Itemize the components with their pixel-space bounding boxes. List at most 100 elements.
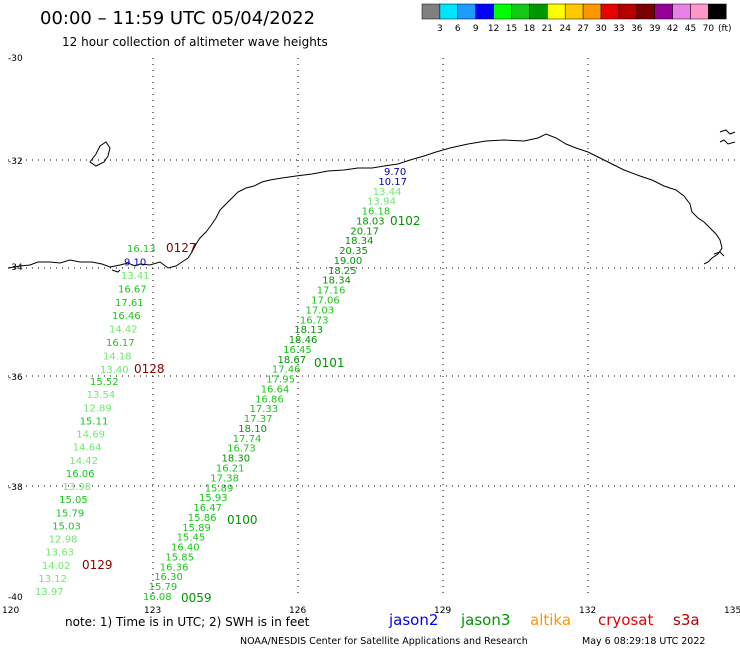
colorbar-tick-label: 42 — [667, 24, 678, 34]
lat-label: -36 — [8, 373, 23, 383]
lon-label: 132 — [579, 606, 596, 616]
map-title: 00:00 – 11:59 UTC 05/04/2022 — [40, 8, 315, 29]
wave-height-value: 15.11 — [80, 416, 109, 427]
colorbar-tick-label: 15 — [506, 24, 517, 34]
island-shape — [89, 141, 111, 167]
wave-height-value: 15.79 — [149, 582, 178, 593]
pass-label: 0128 — [134, 362, 165, 376]
wave-height-value: 16.36 — [160, 562, 189, 573]
lat-label: -32 — [8, 157, 23, 167]
wave-height-value: 19.00 — [334, 256, 363, 267]
wave-height-value: 16.17 — [106, 338, 135, 349]
altimeter-tracks: 16.13 9.10 13.41 16.67 17.61 16.46 14.42 16.17 1… — [35, 167, 407, 603]
wave-height-value: 18.10 — [238, 424, 267, 435]
mission-legend: jason2 jason3 altika cryosat s3a — [388, 611, 700, 629]
wave-height-value: 17.61 — [115, 298, 144, 309]
colorbar-tick-label: 9 — [473, 24, 479, 34]
lat-label: -40 — [8, 593, 23, 603]
lat-label: -30 — [8, 54, 23, 64]
colorbar-swatch — [511, 3, 530, 20]
wave-height-value: 16.64 — [261, 384, 290, 395]
timestamp: May 6 08:29:18 UTC 2022 — [582, 636, 705, 647]
colorbar-tick-label: 6 — [455, 24, 461, 34]
wave-height-value: 17.46 — [272, 365, 301, 376]
mission-name: jason2 — [388, 611, 438, 629]
colorbar-swatch — [672, 3, 691, 20]
map-subtitle: 12 hour collection of altimeter wave hei… — [62, 35, 328, 49]
wave-height-value: 16.73 — [227, 444, 256, 455]
lon-label: 123 — [144, 606, 161, 616]
pass-label: 0101 — [314, 356, 345, 370]
wave-height-value: 13.97 — [35, 587, 64, 598]
wave-height-value: 15.03 — [52, 521, 81, 532]
wave-height-value: 16.67 — [118, 284, 147, 295]
wave-height-value: 16.21 — [216, 464, 245, 475]
wave-height-value: 15.45 — [177, 533, 206, 544]
wave-height-value: 14.42 — [109, 325, 138, 336]
wave-height-value: 14.02 — [42, 561, 71, 572]
lon-label: 120 — [2, 606, 19, 616]
wave-height-value: 17.03 — [306, 305, 335, 316]
colorbar-swatch — [708, 3, 727, 20]
wave-height-value: 14.18 — [103, 352, 132, 363]
wave-height-value: 18.13 — [294, 325, 323, 336]
wave-height-value: 16.06 — [66, 469, 95, 480]
lon-label: 135 — [724, 606, 740, 616]
wave-height-value: 12.98 — [49, 535, 78, 546]
wave-height-value: 15.86 — [188, 513, 217, 524]
pass-label: 0127 — [166, 241, 197, 255]
wave-height-value: 20.17 — [350, 226, 379, 237]
wave-height-value: 18.46 — [289, 335, 318, 346]
wave-height-value: 14.69 — [76, 430, 105, 441]
wave-height-value: 17.33 — [250, 404, 279, 415]
wave-height-value: 15.93 — [199, 493, 228, 504]
wave-height-value: 15.05 — [59, 495, 88, 506]
colorbar-swatch — [457, 3, 476, 20]
wave-height-value: 18.25 — [328, 266, 357, 277]
mission-name: cryosat — [598, 611, 653, 629]
wave-height-value: 16.47 — [193, 503, 222, 514]
colorbar-tick-label: 39 — [649, 24, 661, 34]
colorbar-swatch — [636, 3, 655, 20]
mission-name: jason3 — [460, 611, 510, 629]
wave-height-value: 18.30 — [222, 454, 251, 465]
colorbar-swatch — [475, 3, 494, 20]
wave-height-value: 13.94 — [367, 197, 396, 208]
wave-height-value: 13.63 — [45, 548, 74, 559]
colorbar-tick-label: 33 — [613, 24, 624, 34]
colorbar-swatch — [582, 3, 602, 20]
wave-height-value: 18.67 — [278, 355, 307, 366]
wave-height-value: 17.74 — [233, 434, 262, 445]
colorbar-tick-label: 36 — [631, 24, 643, 34]
wave-height-value: 18.34 — [345, 236, 374, 247]
wave-height-value: 13.12 — [38, 574, 67, 585]
wave-height-value: 17.95 — [266, 375, 295, 386]
credit-text: NOAA/NESDIS Center for Satellite Applica… — [240, 636, 528, 647]
wave-height-value: 18.34 — [322, 276, 351, 287]
pass-label: 0059 — [181, 591, 212, 605]
colorbar-tick-label: 27 — [577, 24, 588, 34]
wave-height-value: 14.64 — [73, 443, 102, 454]
pass-labels: 0127 0128 0129 0102 0101 0100 0059 — [82, 214, 421, 605]
australia-coastline — [7, 129, 736, 273]
wave-height-value: 9.10 — [124, 257, 146, 268]
wave-height-value: 14.42 — [69, 456, 98, 467]
wave-height-value: 16.18 — [362, 207, 391, 218]
wave-height-value: 16.73 — [300, 315, 329, 326]
wave-height-value: 9.70 — [384, 167, 406, 178]
wave-height-value: 16.86 — [255, 394, 284, 405]
colorbar-swatch — [600, 3, 620, 20]
lon-label: 126 — [289, 606, 306, 616]
pass-label: 0100 — [227, 513, 258, 527]
colorbar-tick-label: 45 — [685, 24, 696, 34]
colorbar-unit: (ft) — [718, 24, 732, 34]
wave-height-value: 15.52 — [90, 377, 119, 388]
wave-height-value: 13.40 — [100, 365, 129, 376]
colorbar-tick-label: 3 — [437, 24, 443, 34]
wave-height-value: 13.41 — [121, 271, 150, 282]
colorbar-swatch — [421, 3, 441, 20]
colorbar-swatch — [618, 3, 638, 20]
wave-height-value: 17.06 — [311, 296, 340, 307]
lat-label: -38 — [8, 483, 23, 493]
